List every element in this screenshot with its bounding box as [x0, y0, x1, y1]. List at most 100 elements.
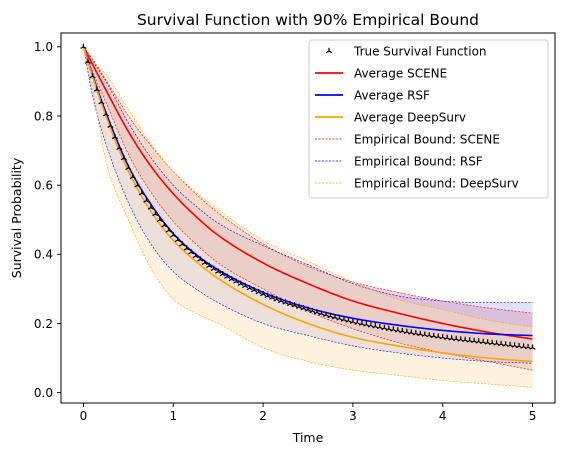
true-survival-point: [192, 252, 199, 259]
legend-item-average-rsf: Average RSF: [315, 88, 430, 102]
true-survival-point: [170, 232, 177, 238]
legend-label: Average SCENE: [354, 66, 447, 80]
true-survival-point: [309, 307, 316, 314]
true-survival-point: [318, 310, 325, 316]
true-survival-point: [300, 305, 307, 311]
true-survival-point: [327, 312, 334, 319]
x-tick-label: 3: [349, 409, 357, 423]
line-average-deepsurv: [82, 46, 533, 363]
true-survival-point: [120, 154, 127, 161]
legend-label: Average DeepSurv: [354, 110, 466, 124]
true-survival-point: [264, 292, 271, 299]
true-survival-point: [116, 144, 123, 151]
true-survival-point: [125, 164, 132, 170]
true-survival-point: [237, 280, 244, 286]
true-survival-point: [291, 302, 298, 308]
true-survival-point: [349, 318, 356, 324]
true-survival-point: [345, 317, 352, 323]
chart-title: Survival Function with 90% Empirical Bou…: [137, 11, 479, 29]
x-tick-label: 4: [439, 409, 447, 423]
true-survival-point: [201, 259, 208, 265]
true-survival-point: [304, 306, 312, 312]
true-survival-point: [385, 325, 392, 331]
legend-label: True Survival Function: [353, 44, 487, 58]
true-survival-point: [273, 296, 280, 302]
lower-empirical-bound-deepsurv: [83, 46, 533, 388]
true-survival-point: [376, 324, 383, 330]
y-tick-label: 0.8: [34, 109, 53, 123]
x-tick-label: 0: [80, 409, 88, 423]
y-tick-label: 1.0: [34, 40, 53, 54]
true-survival-point: [107, 122, 114, 128]
true-survival-point: [228, 275, 235, 282]
true-survival-point: [93, 86, 101, 92]
true-survival-point: [143, 197, 150, 203]
true-survival-point: [260, 290, 267, 297]
true-survival-markers: [80, 43, 536, 350]
true-survival-point: [80, 43, 87, 49]
true-survival-point: [129, 173, 136, 180]
true-survival-point: [219, 271, 226, 277]
legend-item-empirical-bound-rsf: Empirical Bound: RSF: [315, 154, 483, 168]
true-survival-point: [197, 256, 204, 262]
true-survival-point: [206, 262, 213, 269]
true-survival-point: [277, 297, 285, 304]
true-survival-point: [372, 323, 379, 329]
bound-lines: [83, 46, 533, 388]
band-empirical-bound-deepsurv: [83, 46, 533, 388]
true-survival-point: [111, 133, 118, 140]
y-tick-label: 0.6: [34, 178, 53, 192]
true-survival-point: [89, 73, 96, 79]
legend-item-average-deepsurv: Average DeepSurv: [315, 110, 466, 124]
true-survival-point: [98, 99, 105, 105]
true-survival-point: [233, 278, 240, 284]
true-survival-point: [313, 309, 321, 315]
true-survival-point: [215, 268, 222, 274]
true-survival-point: [282, 299, 289, 305]
band-empirical-bound-rsf: [83, 46, 533, 364]
bound-bands: [83, 46, 533, 388]
y-axis-ticks: 0.0 0.2 0.4 0.6 0.8 1.0: [34, 40, 61, 400]
true-survival-point: [174, 236, 181, 243]
true-survival-point: [358, 320, 365, 326]
band-empirical-bound-scene: [83, 46, 533, 371]
upper-empirical-bound-rsf: [83, 46, 533, 304]
true-survival-point: [322, 311, 330, 318]
legend: True Survival Function Average SCENE Avera…: [308, 39, 549, 199]
true-survival-point: [147, 204, 154, 210]
true-survival-point: [246, 284, 253, 291]
upper-empirical-bound-scene: [83, 46, 533, 314]
true-survival-point: [255, 288, 262, 295]
true-survival-point: [367, 322, 374, 328]
y-tick-label: 0.0: [34, 386, 53, 400]
true-survival-point: [138, 190, 145, 196]
true-survival-point: [286, 300, 294, 307]
true-survival-point: [210, 265, 217, 271]
true-survival-point: [242, 282, 249, 289]
upper-empirical-bound-deepsurv: [83, 46, 533, 328]
true-survival-point: [188, 249, 195, 255]
true-survival-point: [102, 111, 109, 117]
legend-item-empirical-bound-scene: Empirical Bound: SCENE: [315, 132, 500, 146]
true-survival-point: [183, 245, 190, 251]
x-tick-label: 2: [259, 409, 267, 423]
true-survival-point: [224, 273, 231, 279]
x-tick-label: 1: [169, 409, 177, 423]
true-survival-point: [381, 324, 388, 331]
true-survival-point: [152, 210, 159, 217]
true-survival-point: [84, 58, 92, 64]
true-survival-point: [165, 227, 172, 233]
legend-label: Empirical Bound: SCENE: [354, 132, 500, 146]
lower-empirical-bound-scene: [83, 46, 533, 371]
x-tick-label: 5: [529, 409, 537, 423]
true-survival-point: [179, 241, 186, 247]
true-survival-point: [390, 326, 397, 332]
legend-box: [308, 39, 549, 199]
true-survival-point: [161, 222, 168, 228]
y-tick-label: 0.2: [34, 317, 53, 331]
true-survival-point: [340, 316, 348, 322]
true-survival-point: [134, 182, 141, 188]
true-survival-point: [529, 344, 536, 350]
legend-label: Empirical Bound: DeepSurv: [354, 176, 519, 190]
true-survival-point: [336, 315, 343, 321]
